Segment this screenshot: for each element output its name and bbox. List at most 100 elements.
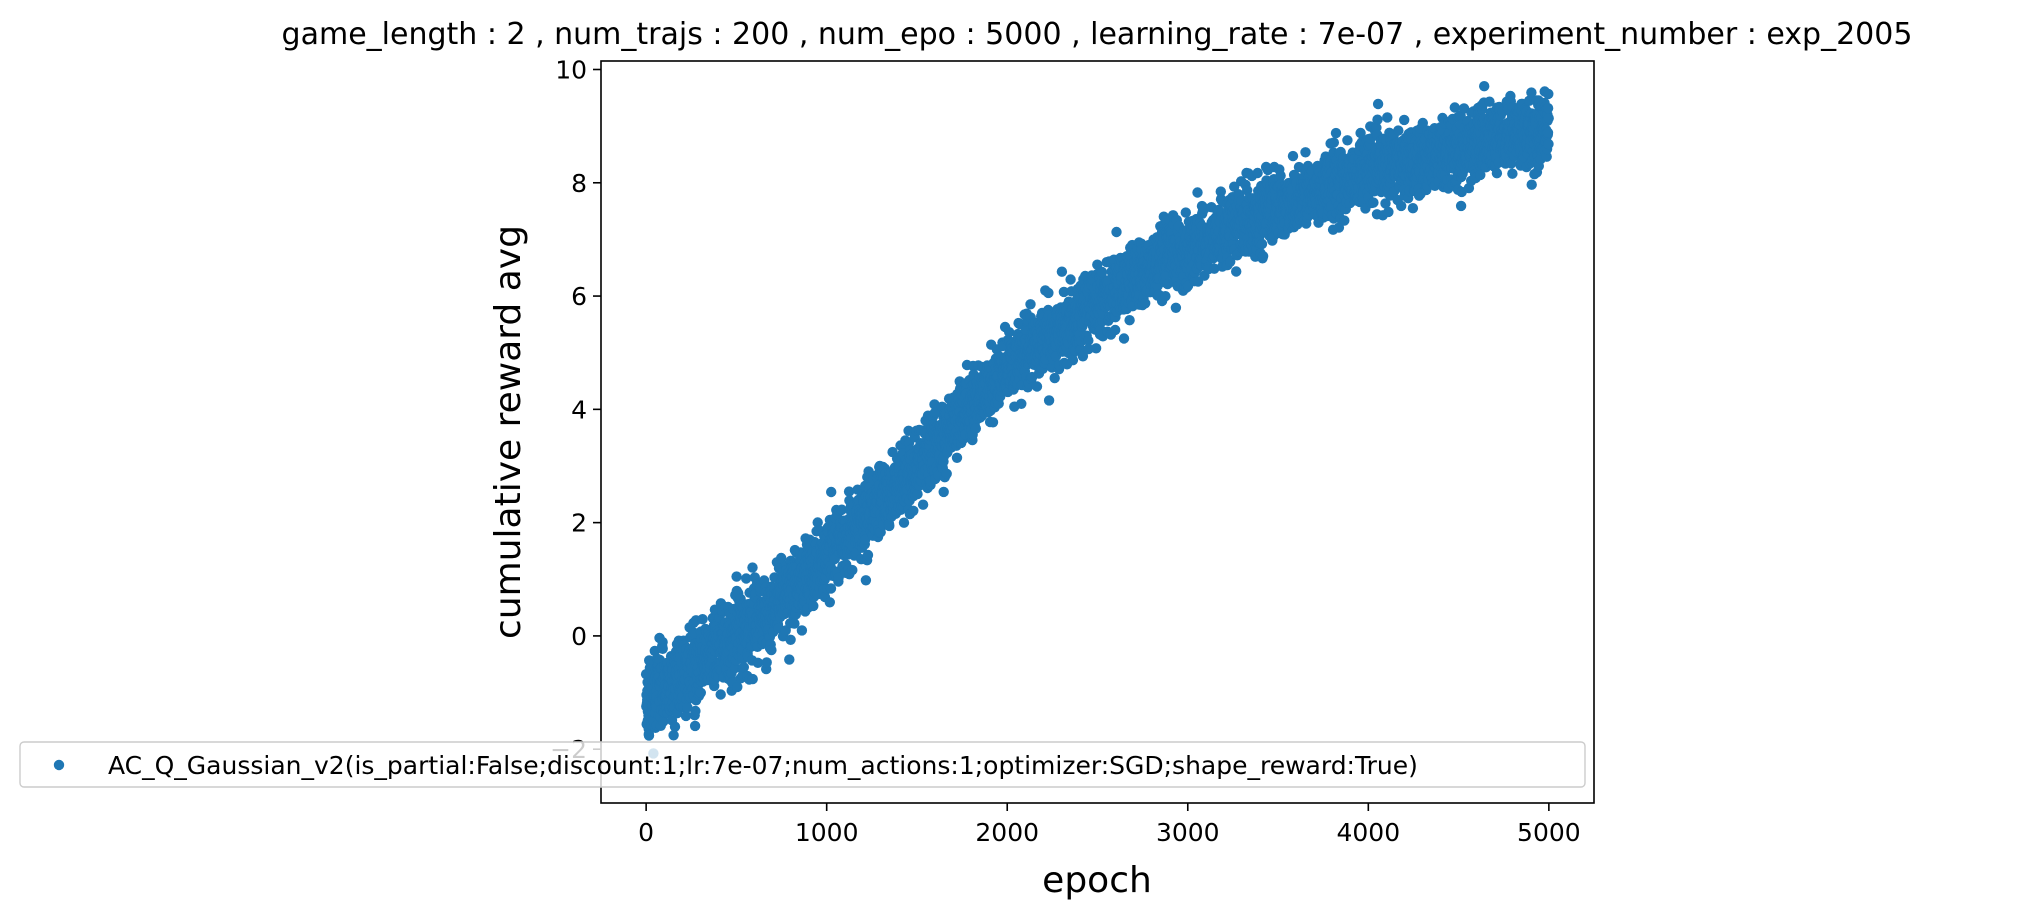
data-point bbox=[912, 488, 923, 500]
data-point bbox=[1065, 274, 1076, 285]
data-point bbox=[1526, 87, 1537, 98]
data-point bbox=[1077, 351, 1089, 362]
data-point bbox=[680, 710, 692, 722]
data-point bbox=[808, 600, 819, 612]
data-point bbox=[898, 517, 910, 528]
data-point bbox=[1180, 207, 1192, 218]
data-point bbox=[1058, 286, 1070, 298]
data-point bbox=[824, 597, 835, 608]
data-point bbox=[738, 662, 749, 673]
data-point bbox=[732, 681, 743, 693]
data-point bbox=[1287, 150, 1299, 162]
data-point bbox=[1110, 324, 1121, 336]
data-point bbox=[1328, 137, 1340, 148]
data-point bbox=[1170, 302, 1182, 313]
data-point bbox=[941, 468, 952, 479]
data-point bbox=[776, 552, 787, 564]
data-point bbox=[747, 673, 758, 685]
data-point bbox=[1541, 151, 1552, 162]
data-point bbox=[1524, 95, 1535, 107]
data-point bbox=[1333, 222, 1345, 233]
data-point bbox=[1275, 170, 1286, 181]
data-point bbox=[747, 562, 758, 573]
data-point bbox=[836, 504, 847, 515]
data-point bbox=[658, 716, 669, 727]
data-point bbox=[1380, 198, 1391, 209]
data-point bbox=[1043, 395, 1055, 406]
data-point bbox=[1043, 287, 1054, 299]
data-point bbox=[1342, 135, 1353, 146]
data-point bbox=[1417, 117, 1429, 129]
data-point bbox=[1449, 102, 1461, 113]
data-point bbox=[761, 657, 772, 668]
data-point bbox=[690, 705, 701, 717]
data-point bbox=[1382, 112, 1393, 123]
data-point bbox=[1215, 186, 1227, 197]
data-point bbox=[1016, 398, 1027, 409]
data-point bbox=[1118, 333, 1130, 344]
data-point bbox=[1372, 98, 1384, 110]
data-point bbox=[1111, 226, 1122, 238]
data-point bbox=[1090, 343, 1102, 354]
data-point bbox=[847, 564, 858, 576]
data-point bbox=[859, 534, 871, 545]
data-point bbox=[908, 505, 919, 516]
data-point bbox=[785, 634, 796, 645]
data-point bbox=[1393, 125, 1404, 136]
data-point bbox=[970, 423, 981, 434]
data-point bbox=[1355, 127, 1366, 139]
data-point bbox=[796, 625, 808, 636]
data-point bbox=[1124, 315, 1135, 326]
data-point bbox=[812, 517, 823, 528]
data-point bbox=[1083, 335, 1094, 346]
data-point bbox=[884, 520, 895, 532]
data-point bbox=[987, 417, 999, 428]
data-point bbox=[826, 486, 837, 498]
data-point bbox=[1025, 299, 1036, 310]
data-point bbox=[951, 452, 963, 463]
data-point bbox=[1479, 81, 1490, 92]
data-point bbox=[938, 486, 949, 498]
data-point bbox=[669, 721, 681, 732]
data-point bbox=[1004, 327, 1015, 338]
data-point bbox=[1542, 103, 1554, 114]
data-point bbox=[731, 571, 742, 582]
data-point bbox=[1160, 270, 1172, 281]
data-point bbox=[1383, 206, 1394, 218]
data-point bbox=[1209, 263, 1220, 274]
data-point bbox=[1160, 291, 1171, 302]
data-point bbox=[1256, 238, 1268, 250]
data-point bbox=[1096, 266, 1108, 278]
data-point bbox=[1056, 266, 1068, 277]
data-point bbox=[1330, 127, 1342, 139]
data-point bbox=[1049, 372, 1060, 384]
data-point bbox=[1484, 96, 1495, 107]
data-point bbox=[1399, 114, 1410, 126]
data-point bbox=[649, 645, 660, 657]
data-point bbox=[1407, 203, 1419, 214]
data-point bbox=[1396, 200, 1407, 212]
data-point bbox=[766, 644, 777, 656]
data-point bbox=[1257, 251, 1269, 262]
data-point bbox=[1455, 200, 1467, 212]
data-point bbox=[1231, 266, 1242, 277]
data-point bbox=[682, 702, 693, 713]
data-point bbox=[1083, 343, 1094, 355]
data-point bbox=[1339, 215, 1350, 226]
data-point bbox=[1225, 256, 1236, 267]
data-point bbox=[1491, 168, 1503, 179]
data-point bbox=[1192, 187, 1203, 198]
data-point bbox=[1368, 197, 1379, 208]
data-point bbox=[668, 730, 679, 741]
data-point bbox=[1542, 127, 1554, 138]
data-point bbox=[789, 618, 800, 629]
data-point bbox=[843, 486, 855, 497]
data-point bbox=[689, 720, 701, 732]
data-point bbox=[1252, 167, 1263, 179]
data-point bbox=[1372, 114, 1383, 125]
data-point bbox=[862, 549, 874, 561]
data-point bbox=[657, 643, 668, 654]
data-point bbox=[1067, 355, 1079, 366]
data-point bbox=[1475, 169, 1486, 181]
